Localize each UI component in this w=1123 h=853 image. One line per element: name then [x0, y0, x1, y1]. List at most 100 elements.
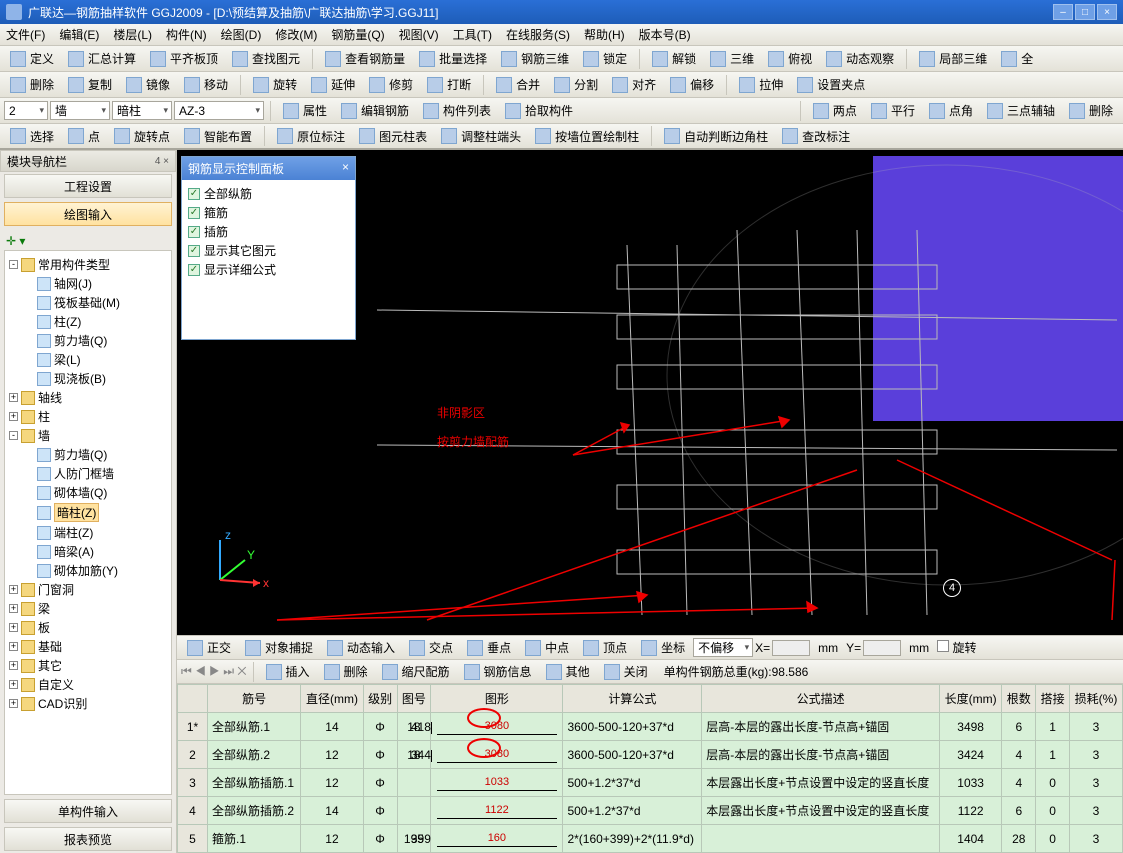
- toolbar-button[interactable]: 按墙位置绘制柱: [529, 125, 645, 148]
- column-header[interactable]: [178, 685, 208, 713]
- toolbar-button[interactable]: 属性: [277, 99, 333, 122]
- tree-node[interactable]: 剪力墙(Q): [7, 445, 169, 464]
- menu-item[interactable]: 文件(F): [6, 26, 45, 43]
- tree-node[interactable]: +轴线: [7, 388, 169, 407]
- toolbar-button[interactable]: 点: [62, 125, 106, 148]
- offset-dropdown[interactable]: 不偏移: [693, 638, 753, 657]
- toolbar-button[interactable]: 修剪: [363, 73, 419, 96]
- tree-node[interactable]: +门窗洞: [7, 580, 169, 599]
- menu-item[interactable]: 在线服务(S): [506, 26, 570, 43]
- toolbar-button[interactable]: 调整柱端头: [435, 125, 527, 148]
- menu-item[interactable]: 绘图(D): [221, 26, 262, 43]
- toolbar-button[interactable]: 三维: [704, 47, 760, 70]
- column-header[interactable]: 直径(mm): [301, 685, 363, 713]
- menu-item[interactable]: 版本号(B): [639, 26, 691, 43]
- toolbar-button[interactable]: 点角: [923, 99, 979, 122]
- toolbar-button[interactable]: 智能布置: [178, 125, 258, 148]
- toolbar-button[interactable]: 设置夹点: [791, 73, 871, 96]
- column-header[interactable]: 筋号: [208, 685, 301, 713]
- column-header[interactable]: 长度(mm): [939, 685, 1001, 713]
- toolbar-button[interactable]: 两点: [807, 99, 863, 122]
- tree-node[interactable]: +其它: [7, 656, 169, 675]
- toolbar-button[interactable]: 汇总计算: [62, 47, 142, 70]
- menu-item[interactable]: 编辑(E): [59, 26, 99, 43]
- snap-toggle[interactable]: 动态输入: [321, 636, 401, 659]
- toolbar-button[interactable]: 分割: [548, 73, 604, 96]
- tree-node[interactable]: 梁(L): [7, 350, 169, 369]
- toolbar-button[interactable]: 旋转点: [108, 125, 176, 148]
- info-button[interactable]: 删除: [318, 660, 374, 683]
- display-toggle[interactable]: ✓显示其它图元: [188, 241, 349, 260]
- tree-node[interactable]: 人防门框墙: [7, 464, 169, 483]
- tree-node[interactable]: 端柱(Z): [7, 523, 169, 542]
- column-header[interactable]: 级别: [363, 685, 397, 713]
- nav-draw-input[interactable]: 绘图输入: [4, 202, 172, 226]
- snap-toggle[interactable]: 中点: [519, 636, 575, 659]
- toolbar-button[interactable]: 局部三维: [913, 47, 993, 70]
- tree-node[interactable]: -常用构件类型: [7, 255, 169, 274]
- snap-toggle[interactable]: 对象捕捉: [239, 636, 319, 659]
- tree-node[interactable]: +自定义: [7, 675, 169, 694]
- toolbar-button[interactable]: 旋转: [247, 73, 303, 96]
- toolbar-button[interactable]: 编辑钢筋: [335, 99, 415, 122]
- toolbar-button[interactable]: 删除: [1063, 99, 1119, 122]
- dropdown[interactable]: 墙: [50, 101, 110, 120]
- rebar-display-panel[interactable]: 钢筋显示控制面板× ✓全部纵筋✓箍筋✓插筋✓显示其它图元✓显示详细公式: [181, 156, 356, 340]
- toolbar-button[interactable]: 合并: [490, 73, 546, 96]
- table-row[interactable]: 4全部纵筋插筋.214Φ1122500+1.2*37*d本层露出长度+节点设置中…: [178, 797, 1123, 825]
- toolbar-button[interactable]: 解锁: [646, 47, 702, 70]
- display-toggle[interactable]: ✓全部纵筋: [188, 184, 349, 203]
- info-button[interactable]: 钢筋信息: [458, 660, 538, 683]
- column-header[interactable]: 搭接: [1036, 685, 1070, 713]
- toolbar-button[interactable]: 自动判断边角柱: [658, 125, 774, 148]
- menu-item[interactable]: 构件(N): [166, 26, 207, 43]
- info-button[interactable]: 其他: [540, 660, 596, 683]
- table-row[interactable]: 2全部纵筋.212Φ1834430803600-500-120+37*d层高-本…: [178, 741, 1123, 769]
- tree-node[interactable]: 砌体墙(Q): [7, 483, 169, 502]
- rotate-checkbox[interactable]: 旋转: [937, 639, 976, 656]
- column-header[interactable]: 公式描述: [702, 685, 940, 713]
- tree-node[interactable]: 筏板基础(M): [7, 293, 169, 312]
- info-button[interactable]: 插入: [260, 660, 316, 683]
- column-header[interactable]: 根数: [1002, 685, 1036, 713]
- panel-close-icon[interactable]: ×: [342, 160, 349, 177]
- snap-toggle[interactable]: 垂点: [461, 636, 517, 659]
- tree-node[interactable]: 暗梁(A): [7, 542, 169, 561]
- tree-node[interactable]: 砌体加筋(Y): [7, 561, 169, 580]
- toolbar-button[interactable]: 原位标注: [271, 125, 351, 148]
- toolbar-button[interactable]: 俯视: [762, 47, 818, 70]
- menu-item[interactable]: 视图(V): [399, 26, 439, 43]
- dropdown[interactable]: AZ-3: [174, 101, 264, 120]
- column-header[interactable]: 图号: [397, 685, 431, 713]
- column-header[interactable]: 损耗(%): [1070, 685, 1123, 713]
- toolbar-button[interactable]: 查改标注: [776, 125, 856, 148]
- column-header[interactable]: 计算公式: [563, 685, 702, 713]
- snap-toggle[interactable]: 正交: [181, 636, 237, 659]
- tree-node[interactable]: 柱(Z): [7, 312, 169, 331]
- nav-project-settings[interactable]: 工程设置: [4, 174, 172, 198]
- toolbar-button[interactable]: 移动: [178, 73, 234, 96]
- tree-node[interactable]: -墙: [7, 426, 169, 445]
- minimize-button[interactable]: –: [1053, 4, 1073, 20]
- toolbar-button[interactable]: 偏移: [664, 73, 720, 96]
- toolbar-button[interactable]: 选择: [4, 125, 60, 148]
- toolbar-button[interactable]: 拉伸: [733, 73, 789, 96]
- tree-node[interactable]: +板: [7, 618, 169, 637]
- close-button[interactable]: ×: [1097, 4, 1117, 20]
- tree-node[interactable]: 轴网(J): [7, 274, 169, 293]
- rebar-table[interactable]: 筋号直径(mm)级别图号图形计算公式公式描述长度(mm)根数搭接损耗(%)1*全…: [177, 683, 1123, 853]
- tree-node[interactable]: 剪力墙(Q): [7, 331, 169, 350]
- toolbar-button[interactable]: 对齐: [606, 73, 662, 96]
- toolbar-button[interactable]: 定义: [4, 47, 60, 70]
- menu-item[interactable]: 楼层(L): [113, 26, 152, 43]
- tree-expand-icons[interactable]: ✛ ▾: [0, 228, 176, 248]
- snap-toggle[interactable]: 顶点: [577, 636, 633, 659]
- table-row[interactable]: 3全部纵筋插筋.112Φ1033500+1.2*37*d本层露出长度+节点设置中…: [178, 769, 1123, 797]
- toolbar-button[interactable]: 构件列表: [417, 99, 497, 122]
- column-header[interactable]: 图形: [431, 685, 563, 713]
- toolbar-button[interactable]: 全: [995, 47, 1039, 70]
- nav-single-input[interactable]: 单构件输入: [4, 799, 172, 823]
- tree-node[interactable]: +梁: [7, 599, 169, 618]
- snap-toggle[interactable]: 交点: [403, 636, 459, 659]
- toolbar-button[interactable]: 延伸: [305, 73, 361, 96]
